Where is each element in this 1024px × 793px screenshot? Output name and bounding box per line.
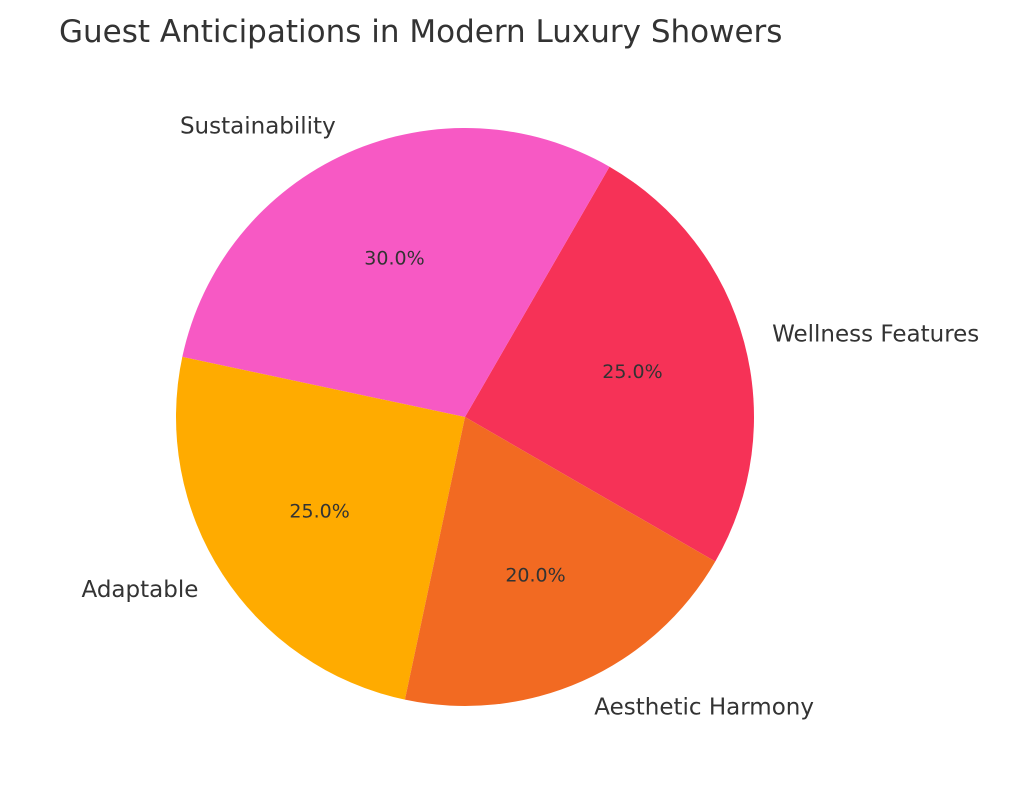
- slice-label-adaptable: Adaptable: [81, 577, 198, 603]
- slice-percent-wellness-features: 25.0%: [602, 361, 662, 383]
- slice-label-aesthetic-harmony: Aesthetic Harmony: [594, 694, 814, 720]
- pie-slices: [176, 128, 754, 706]
- slice-label-sustainability: Sustainability: [180, 114, 336, 140]
- slice-percent-aesthetic-harmony: 20.0%: [505, 564, 565, 586]
- pie-slice-adaptable: [176, 356, 465, 700]
- slice-label-wellness-features: Wellness Features: [772, 322, 979, 348]
- pie-slice-sustainability: [182, 128, 610, 417]
- chart-title: Guest Anticipations in Modern Luxury Sho…: [59, 14, 782, 50]
- pie-labels: Wellness Features 25.0% Sustainability 30.0…: [81, 114, 979, 721]
- pie-slice-wellness-features: [465, 166, 754, 562]
- slice-percent-sustainability: 30.0%: [364, 248, 424, 270]
- pie-slice-aesthetic-harmony: [404, 417, 716, 706]
- slice-percent-adaptable: 25.0%: [289, 500, 349, 522]
